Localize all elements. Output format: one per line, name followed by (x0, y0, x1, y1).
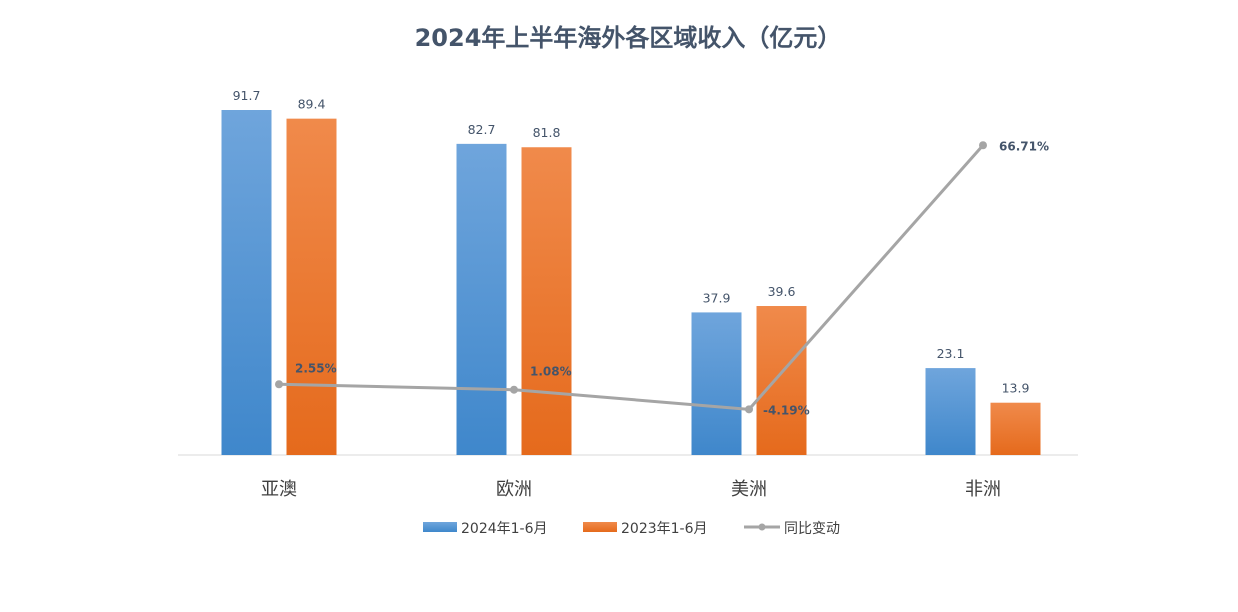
bar-value-label-2024-2: 37.9 (703, 290, 731, 305)
bar-2024-3 (925, 368, 976, 455)
legend-swatch-2024 (423, 522, 457, 532)
bar-value-label-2024-1: 82.7 (468, 122, 496, 137)
legend-swatch-2023 (583, 522, 617, 532)
bar-value-label-2024-3: 23.1 (937, 346, 965, 361)
legend-label-yoy: 同比变动 (784, 521, 840, 537)
legend: 2024年1-6月 2023年1-6月 同比变动 (423, 521, 840, 537)
yoy-line (277, 143, 985, 411)
bar-value-label-2023-3: 13.9 (1002, 381, 1030, 396)
bar-value-label-2023-1: 81.8 (533, 125, 561, 140)
yoy-value-label-1: 1.08% (530, 365, 572, 379)
category-label-1: 欧洲 (496, 479, 532, 500)
bar-value-label-2024-0: 91.7 (233, 88, 261, 103)
bar-2024-0 (221, 110, 272, 455)
legend-item-yoy: 同比变动 (744, 521, 840, 537)
legend-marker-yoy (758, 523, 766, 531)
bar-2023-1 (521, 147, 572, 455)
category-label-3: 非洲 (965, 479, 1001, 500)
category-label-2: 美洲 (731, 479, 767, 500)
bar-value-label-2023-0: 89.4 (298, 97, 326, 112)
chart-title: 2024年上半年海外各区域收入（亿元） (415, 24, 842, 52)
bar-labels-layer: 91.7 89.4 82.7 81.8 37.9 39.6 23.1 13.9 (233, 88, 1030, 396)
legend-label-2024: 2024年1-6月 (461, 521, 548, 537)
legend-label-2023: 2023年1-6月 (621, 521, 708, 537)
bar-2024-1 (456, 143, 507, 455)
yoy-value-label-3: 66.71% (999, 139, 1049, 153)
yoy-marker-0 (275, 380, 283, 389)
yoy-marker-3 (979, 141, 987, 150)
bar-2023-0 (286, 118, 337, 456)
category-labels-layer: 亚澳 欧洲 美洲 非洲 (261, 479, 1001, 500)
line-series-layer: 2.55% 1.08% -4.19% 66.71% (275, 139, 1049, 417)
category-label-0: 亚澳 (261, 479, 297, 500)
yoy-value-label-0: 2.55% (295, 361, 337, 375)
yoy-marker-2 (745, 405, 753, 414)
bar-2024-2 (691, 312, 742, 455)
legend-item-2024: 2024年1-6月 (423, 521, 548, 537)
yoy-value-label-2: -4.19% (763, 403, 810, 417)
bars-layer (221, 110, 1041, 456)
bar-2023-3 (990, 402, 1041, 455)
yoy-marker-1 (510, 385, 518, 394)
bar-2023-2 (756, 306, 807, 455)
bar-value-label-2023-2: 39.6 (768, 284, 796, 299)
legend-item-2023: 2023年1-6月 (583, 521, 708, 537)
